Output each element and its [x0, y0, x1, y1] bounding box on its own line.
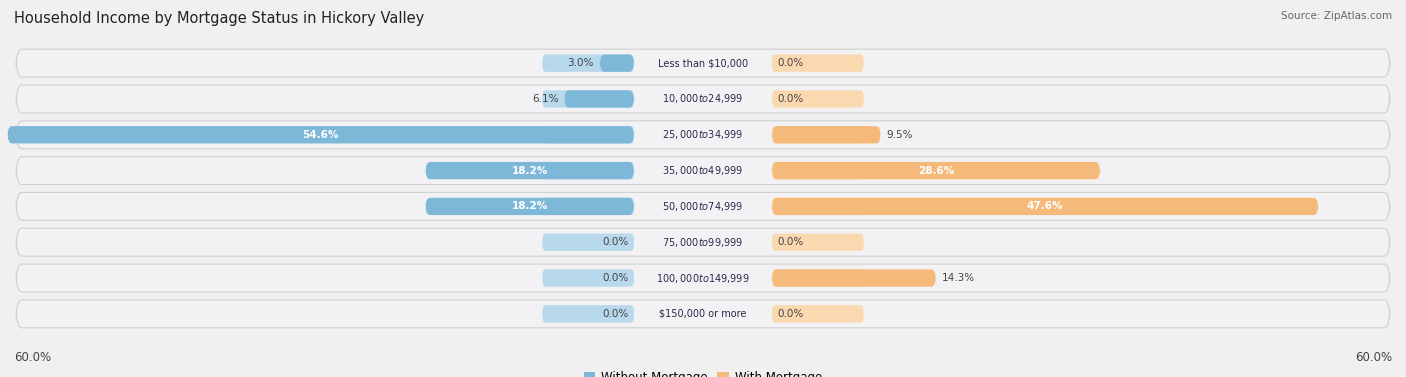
FancyBboxPatch shape [564, 90, 634, 107]
FancyBboxPatch shape [17, 121, 1389, 149]
FancyBboxPatch shape [7, 126, 634, 143]
FancyBboxPatch shape [772, 126, 863, 143]
FancyBboxPatch shape [17, 300, 1389, 328]
FancyBboxPatch shape [772, 55, 863, 72]
FancyBboxPatch shape [543, 162, 634, 179]
FancyBboxPatch shape [543, 126, 634, 143]
Text: 0.0%: 0.0% [778, 309, 804, 319]
Text: 60.0%: 60.0% [1355, 351, 1392, 365]
Text: 28.6%: 28.6% [918, 166, 955, 176]
Text: 3.0%: 3.0% [568, 58, 593, 68]
Text: 47.6%: 47.6% [1026, 201, 1063, 211]
FancyBboxPatch shape [425, 198, 634, 215]
Text: $10,000 to $24,999: $10,000 to $24,999 [662, 92, 744, 106]
FancyBboxPatch shape [772, 198, 863, 215]
FancyBboxPatch shape [772, 270, 936, 287]
FancyBboxPatch shape [772, 126, 882, 143]
FancyBboxPatch shape [772, 234, 863, 251]
Text: 60.0%: 60.0% [14, 351, 51, 365]
Text: 9.5%: 9.5% [887, 130, 914, 140]
FancyBboxPatch shape [543, 90, 634, 107]
Text: $25,000 to $34,999: $25,000 to $34,999 [662, 128, 744, 141]
Text: 54.6%: 54.6% [302, 130, 339, 140]
FancyBboxPatch shape [772, 270, 863, 287]
Text: $35,000 to $49,999: $35,000 to $49,999 [662, 164, 744, 177]
Text: $50,000 to $74,999: $50,000 to $74,999 [662, 200, 744, 213]
Text: 0.0%: 0.0% [602, 309, 628, 319]
FancyBboxPatch shape [772, 198, 1319, 215]
FancyBboxPatch shape [543, 198, 634, 215]
Text: 6.1%: 6.1% [531, 94, 558, 104]
FancyBboxPatch shape [543, 270, 634, 287]
FancyBboxPatch shape [772, 90, 863, 107]
FancyBboxPatch shape [17, 264, 1389, 292]
FancyBboxPatch shape [772, 162, 1101, 179]
FancyBboxPatch shape [599, 55, 634, 72]
Text: 0.0%: 0.0% [778, 94, 804, 104]
FancyBboxPatch shape [17, 192, 1389, 221]
Text: 18.2%: 18.2% [512, 166, 548, 176]
Text: 18.2%: 18.2% [512, 201, 548, 211]
FancyBboxPatch shape [543, 234, 634, 251]
Text: 0.0%: 0.0% [778, 237, 804, 247]
FancyBboxPatch shape [17, 156, 1389, 185]
Text: Source: ZipAtlas.com: Source: ZipAtlas.com [1281, 11, 1392, 21]
Text: Household Income by Mortgage Status in Hickory Valley: Household Income by Mortgage Status in H… [14, 11, 425, 26]
Text: $150,000 or more: $150,000 or more [659, 309, 747, 319]
Text: 0.0%: 0.0% [778, 58, 804, 68]
FancyBboxPatch shape [425, 162, 634, 179]
FancyBboxPatch shape [17, 228, 1389, 256]
Text: 0.0%: 0.0% [602, 237, 628, 247]
FancyBboxPatch shape [543, 55, 634, 72]
Text: 0.0%: 0.0% [602, 273, 628, 283]
FancyBboxPatch shape [543, 305, 634, 322]
FancyBboxPatch shape [772, 305, 863, 322]
Text: $75,000 to $99,999: $75,000 to $99,999 [662, 236, 744, 249]
FancyBboxPatch shape [772, 162, 863, 179]
FancyBboxPatch shape [17, 49, 1389, 77]
Text: Less than $10,000: Less than $10,000 [658, 58, 748, 68]
Text: $100,000 to $149,999: $100,000 to $149,999 [657, 271, 749, 285]
FancyBboxPatch shape [17, 85, 1389, 113]
Text: 14.3%: 14.3% [942, 273, 974, 283]
Legend: Without Mortgage, With Mortgage: Without Mortgage, With Mortgage [579, 366, 827, 377]
